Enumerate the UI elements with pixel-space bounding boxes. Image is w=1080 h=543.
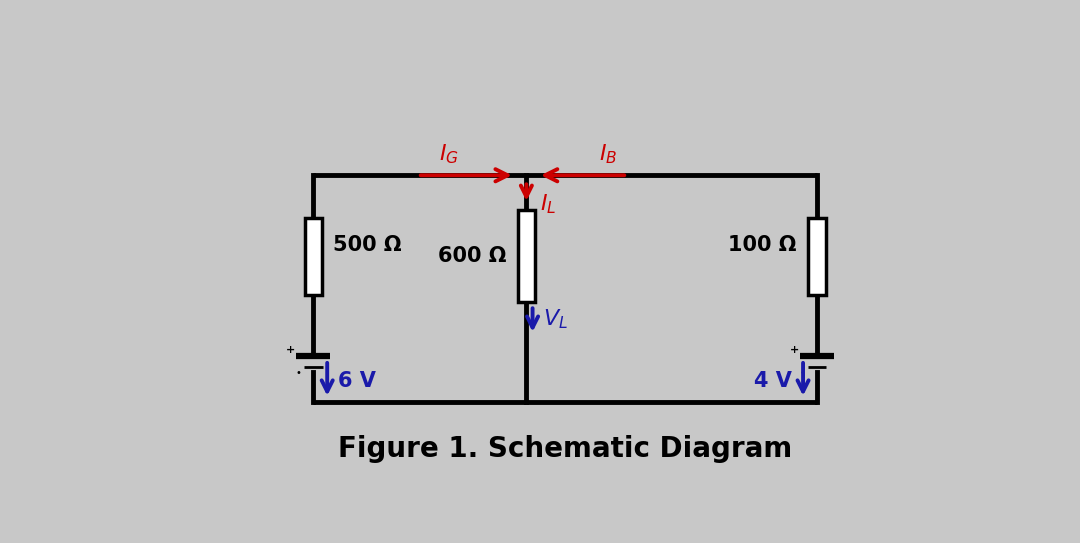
Text: Figure 1. Schematic Diagram: Figure 1. Schematic Diagram	[338, 434, 793, 463]
Text: $I_L$: $I_L$	[540, 193, 556, 216]
Bar	[305, 218, 322, 295]
Text: •: •	[799, 368, 806, 378]
Text: +: +	[286, 345, 296, 355]
Text: $I_B$: $I_B$	[598, 142, 617, 166]
Text: 600 Ω: 600 Ω	[437, 246, 507, 266]
Text: 4 V: 4 V	[754, 371, 793, 391]
Bar	[809, 218, 825, 295]
Text: •: •	[296, 368, 301, 378]
Text: +: +	[789, 345, 799, 355]
Text: 100 Ω: 100 Ω	[728, 235, 797, 255]
Text: $V_L$: $V_L$	[543, 307, 568, 331]
Text: 6 V: 6 V	[338, 371, 376, 391]
Bar	[517, 210, 535, 302]
Text: $I_G$: $I_G$	[438, 142, 459, 166]
Text: 500 Ω: 500 Ω	[334, 235, 402, 255]
